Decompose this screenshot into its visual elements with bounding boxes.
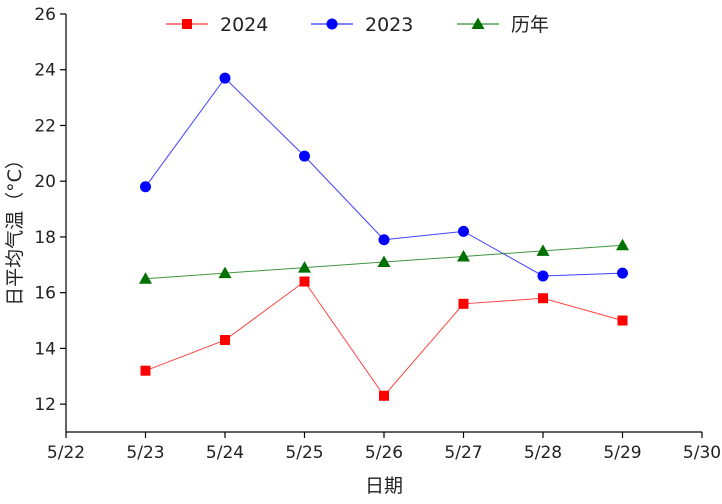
data-point [140, 181, 151, 193]
data-point [377, 255, 391, 268]
series-line [145, 77, 623, 277]
series-2023 [140, 72, 628, 282]
y-tick-label: 20 [34, 172, 56, 192]
legend-item: 历年 [457, 14, 549, 36]
data-point [458, 298, 469, 309]
x-tick-label: 5/28 [524, 443, 562, 463]
data-point [537, 270, 549, 282]
data-point [538, 293, 548, 304]
y-tick-label: 14 [34, 339, 56, 359]
data-point [219, 72, 231, 84]
data-point [458, 225, 469, 237]
x-tick-label: 5/30 [683, 443, 721, 463]
y-tick-label: 26 [34, 5, 56, 25]
legend-item: 2024 [166, 14, 268, 36]
x-tick-label: 5/23 [126, 443, 164, 463]
data-point [536, 244, 550, 256]
y-tick-label: 18 [34, 228, 56, 248]
legend-marker [471, 17, 485, 29]
data-point [298, 261, 311, 273]
data-point [616, 238, 629, 251]
series-历年 [139, 238, 629, 284]
data-point [218, 266, 232, 279]
data-point [617, 267, 628, 279]
legend-marker [182, 19, 192, 29]
x-tick-label: 5/25 [285, 443, 323, 463]
y-tick-label: 12 [34, 395, 56, 415]
legend: 2024 2023 历年 [166, 14, 549, 36]
legend-item: 2023 [311, 14, 413, 36]
x-tick-label: 5/24 [206, 443, 244, 463]
y-axis-title: 日平均气温（°C） [4, 150, 26, 306]
x-tick-label: 5/27 [444, 443, 482, 463]
data-point [378, 234, 390, 246]
x-tick-label: 5/29 [603, 443, 641, 463]
x-axis-title: 日期 [365, 475, 403, 497]
data-point [299, 150, 310, 162]
y-tick-label: 24 [34, 61, 56, 81]
series-line [145, 280, 623, 397]
series-layer [139, 72, 629, 401]
x-tick-label: 5/26 [365, 443, 403, 463]
y-tick-label: 16 [34, 284, 56, 304]
data-point [617, 315, 628, 326]
axes: 12 14 16 18 20 22 24 26 5/22 5/23 5/24 5/25 5/26 5/27… [34, 5, 721, 463]
legend-label: 2024 [220, 14, 268, 36]
legend-label: 历年 [511, 14, 549, 36]
legend-marker [326, 18, 338, 30]
series-2024 [140, 276, 628, 401]
data-point [379, 390, 389, 401]
legend-label: 2023 [365, 14, 413, 36]
data-point [299, 276, 310, 287]
y-tick-label: 22 [34, 116, 56, 136]
data-point [457, 249, 470, 262]
data-point [140, 365, 151, 376]
data-point [139, 272, 152, 284]
x-tick-label: 5/22 [47, 443, 85, 463]
data-point [220, 335, 230, 346]
